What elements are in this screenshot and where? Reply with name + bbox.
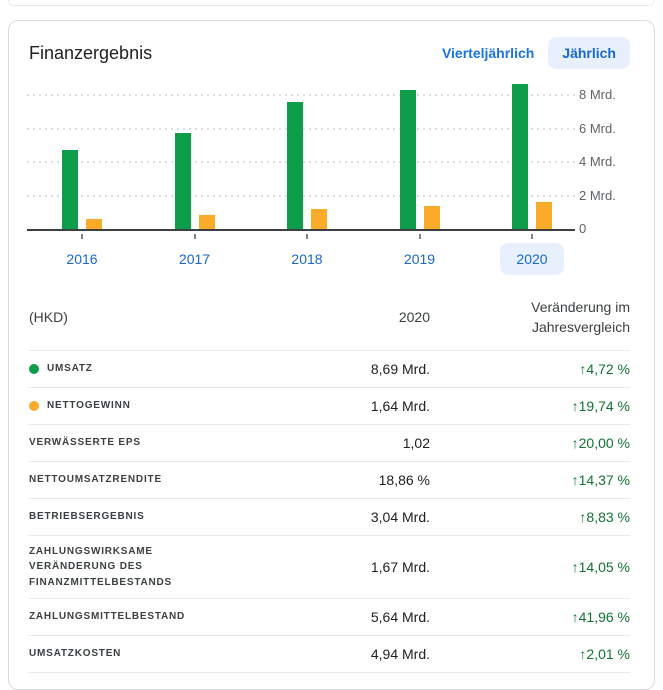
table-header-change: Veränderung im Jahresvergleich	[531, 299, 630, 336]
axis-tick	[81, 234, 83, 239]
metric-change: ↑20,00 %	[571, 434, 630, 451]
year-label-2017[interactable]: 2017	[178, 251, 211, 267]
metric-label: NETTOUMSATZRENDITE	[29, 472, 214, 488]
metric-label: NETTOGEWINN	[29, 398, 214, 414]
metric-change: ↑19,74 %	[571, 397, 630, 414]
table-header-period: 2020	[398, 309, 430, 326]
y-axis-label: 8 Mrd.	[579, 87, 616, 103]
y-axis-label: 6 Mrd.	[579, 120, 616, 136]
metric-value: 4,94 Mrd.	[370, 646, 430, 663]
series-dot	[29, 400, 39, 411]
axis-tick	[531, 234, 533, 239]
table-header-currency: (HKD)	[29, 309, 68, 326]
table-header: (HKD) 2020 Veränderung im Jahresvergleic…	[29, 289, 630, 351]
axis-tick	[418, 234, 421, 239]
year-label-2016[interactable]: 2016	[66, 251, 98, 267]
table-row: NETTOGEWINN 1,64 Mrd. ↑19,74 %	[29, 388, 630, 425]
period-toggle: Vierteljährlich Jährlich	[434, 37, 630, 69]
metric-value: 8,69 Mrd.	[370, 360, 430, 377]
metric-value: 3,04 Mrd.	[370, 508, 430, 525]
table-row: VERWÄSSERTE EPS 1,02 ↑20,00 %	[29, 425, 630, 462]
metric-label: ZAHLUNGSWIRKSAME VERÄNDERUNG DES FINANZM…	[29, 544, 214, 591]
table-row: NETTOUMSATZRENDITE 18,86 % ↑14,37 %	[29, 462, 630, 499]
metric-label: UMSATZKOSTEN	[29, 646, 214, 662]
metric-value: 1,67 Mrd.	[370, 558, 430, 575]
metric-change: ↑8,83 %	[579, 508, 630, 525]
metric-change: ↑41,96 %	[571, 609, 630, 626]
metric-label-text: UMSATZKOSTEN	[29, 648, 122, 660]
metric-value: 1,02	[402, 434, 430, 451]
axis-tick	[306, 234, 308, 239]
yearly-toggle-button[interactable]: Jährlich	[548, 37, 630, 69]
gridline	[27, 94, 575, 97]
financials-table: (HKD) 2020 Veränderung im Jahresvergleic…	[29, 289, 630, 674]
metric-label-text: ZAHLUNGSWIRKSAME VERÄNDERUNG DES FINANZM…	[29, 545, 173, 588]
umsatz-bar-2020[interactable]	[512, 83, 528, 229]
metric-change: ↑4,72 %	[579, 360, 630, 377]
series-dot	[29, 363, 39, 374]
table-row: BETRIEBSERGEBNIS 3,04 Mrd. ↑8,83 %	[29, 499, 630, 536]
metric-change: ↑14,37 %	[571, 471, 630, 488]
table-row: ZAHLUNGSWIRKSAME VERÄNDERUNG DES FINANZM…	[29, 536, 630, 600]
nettogewinn-bar-2016[interactable]	[86, 218, 102, 229]
quarterly-toggle-button[interactable]: Vierteljährlich	[434, 39, 542, 67]
metric-value: 5,64 Mrd.	[370, 609, 430, 626]
metric-label-text: UMSATZ	[47, 362, 93, 374]
nettogewinn-bar-2018[interactable]	[311, 209, 327, 229]
metric-label: UMSATZ	[29, 361, 214, 377]
y-axis-label: 0	[579, 221, 587, 236]
year-label-2019[interactable]: 2019	[403, 251, 436, 267]
metric-label: VERWÄSSERTE EPS	[29, 435, 214, 451]
nettogewinn-bar-2019[interactable]	[423, 206, 440, 229]
metric-value: 18,86 %	[378, 471, 430, 488]
year-label-2018[interactable]: 2018	[291, 251, 323, 267]
card-header: Finanzergebnis Vierteljährlich Jährlich	[9, 21, 654, 73]
metric-label: BETRIEBSERGEBNIS	[29, 509, 214, 525]
metric-label: ZAHLUNGSMITTELBESTAND	[29, 609, 214, 625]
table-row: UMSATZ 8,69 Mrd. ↑4,72 %	[29, 351, 630, 388]
chart-plot-area	[27, 81, 575, 231]
metric-label-text: BETRIEBSERGEBNIS	[29, 510, 145, 522]
umsatz-bar-2016[interactable]	[62, 150, 78, 229]
financials-bar-chart: 0 2 Mrd. 4 Mrd. 6 Mrd. 8 Mrd. 2016 2017 2018 201…	[27, 81, 654, 277]
metric-change: ↑14,05 %	[571, 558, 630, 575]
metric-value: 1,64 Mrd.	[370, 397, 430, 414]
nettogewinn-bar-2017[interactable]	[198, 215, 215, 229]
metric-change: ↑2,01 %	[579, 646, 630, 663]
umsatz-bar-2017[interactable]	[174, 133, 191, 229]
umsatz-bar-2018[interactable]	[287, 102, 303, 229]
metric-label-text: NETTOGEWINN	[47, 399, 131, 411]
financials-card: Finanzergebnis Vierteljährlich Jährlich …	[8, 20, 655, 690]
axis-tick	[193, 234, 196, 239]
nettogewinn-bar-2020[interactable]	[536, 201, 552, 229]
financials-title: Finanzergebnis	[29, 42, 153, 63]
metric-label-text: VERWÄSSERTE EPS	[29, 436, 141, 448]
table-row: ZAHLUNGSMITTELBESTAND 5,64 Mrd. ↑41,96 %	[29, 599, 630, 637]
umsatz-bar-2019[interactable]	[399, 90, 416, 229]
y-axis-label: 4 Mrd.	[579, 154, 616, 170]
year-label-2020[interactable]: 2020	[500, 243, 564, 275]
financials-table-body: UMSATZ 8,69 Mrd. ↑4,72 % NETTOGEWINN 1,64 Mr…	[29, 351, 630, 674]
y-axis-label: 2 Mrd.	[579, 187, 616, 203]
metric-label-text: ZAHLUNGSMITTELBESTAND	[29, 611, 186, 623]
metric-label-text: NETTOUMSATZRENDITE	[29, 473, 162, 485]
previous-card-bottom-edge	[8, 0, 655, 6]
table-row: UMSATZKOSTEN 4,94 Mrd. ↑2,01 %	[29, 636, 630, 674]
